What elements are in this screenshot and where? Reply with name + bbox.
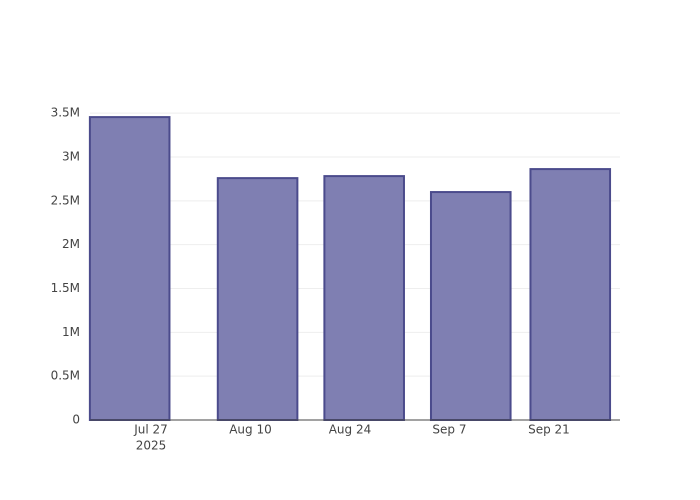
x-tick-label: Aug 10	[229, 423, 272, 437]
bar	[429, 191, 512, 421]
y-tick-label: 0	[72, 413, 80, 427]
y-tick-label: 3M	[62, 149, 80, 163]
bar	[529, 168, 612, 421]
y-tick-label: 2M	[62, 237, 80, 251]
y-tick-label: 2.5M	[51, 193, 80, 207]
bar	[323, 175, 405, 421]
x-tick-label: Jul 27	[133, 423, 168, 437]
y-tick-label: 1M	[62, 325, 80, 339]
bar	[88, 116, 171, 422]
x-tick-sublabel: 2025	[136, 439, 167, 453]
y-tick-label: 3.5M	[51, 106, 80, 120]
x-tick-label: Aug 24	[329, 423, 372, 437]
x-tick-label: Sep 21	[528, 423, 570, 437]
x-tick-label: Sep 7	[432, 423, 466, 437]
y-tick-label: 0.5M	[51, 369, 80, 383]
bar	[216, 177, 299, 421]
y-tick-label: 1.5M	[51, 281, 80, 295]
